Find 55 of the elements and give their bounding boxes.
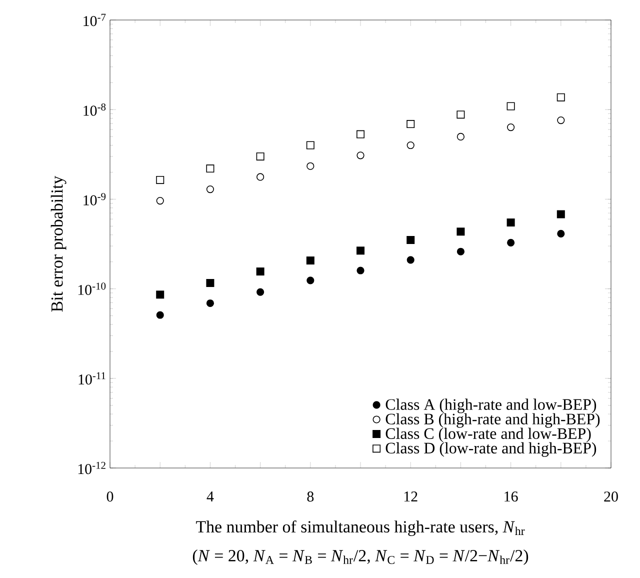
- point: [306, 256, 314, 264]
- point: [557, 230, 565, 238]
- point: [256, 152, 264, 160]
- point: [206, 164, 214, 173]
- x-axis-title: The number of simultaneous high-rate users, N$_{hr}$: [196, 520, 525, 536]
- point: [156, 196, 164, 205]
- point: [156, 290, 164, 299]
- point: [256, 267, 264, 276]
- y-axis-title: Bit error probability: [50, 176, 66, 312]
- point: [507, 238, 515, 246]
- legend-label: Class C (low-rate and low-BEP): [386, 428, 591, 442]
- x-tick-label: 0: [106, 492, 114, 502]
- point: [456, 248, 465, 256]
- y-tick-label: 10$^{-8}$: [84, 103, 106, 116]
- text: (N = 20, N$_{A}$ = N$_{B}$ = N$_{hr}$/2, N$_{C}$ = N$_{D}$ = N/2−N$_{hr}$/2): [192, 550, 528, 565]
- point: [206, 299, 214, 308]
- point: [356, 246, 365, 255]
- point: [456, 132, 465, 141]
- point: [406, 141, 414, 150]
- point: [456, 228, 465, 236]
- point: [557, 116, 565, 124]
- legend-label: Class B (high-rate and high-BEP): [386, 413, 600, 428]
- point: [156, 176, 164, 184]
- legend-label: Class A (high-rate and low-BEP): [386, 398, 596, 414]
- y-tick-label: 10$^{-9}$: [84, 193, 106, 206]
- point: [156, 311, 164, 319]
- legend-label: Class D (low-rate and high-BEP): [386, 442, 596, 457]
- point: [356, 152, 364, 160]
- point: [356, 130, 365, 138]
- point: [256, 288, 264, 296]
- point: [406, 120, 415, 128]
- point: [406, 236, 415, 244]
- point: [256, 173, 264, 181]
- y-tick-label: 10$^{-11}$: [78, 372, 106, 385]
- point: [456, 110, 465, 119]
- point: [406, 256, 414, 264]
- x-tick-label: 8: [307, 492, 314, 502]
- point: [306, 276, 314, 284]
- point: [206, 279, 214, 288]
- point: [556, 93, 565, 102]
- point: [306, 162, 314, 170]
- x-tick-label: 12: [404, 492, 418, 502]
- y-tick-label: 10$^{-7}$: [84, 14, 106, 26]
- x-tick-label: 20: [604, 492, 618, 502]
- point: [356, 266, 364, 274]
- y-tick-label: 10$^{-10}$: [78, 282, 106, 295]
- point: [306, 141, 314, 150]
- point: [556, 210, 565, 218]
- x-tick-label: 16: [504, 492, 518, 502]
- y-tick-label: 10$^{-12}$: [78, 462, 106, 474]
- point: [507, 123, 515, 132]
- x-tick-label: 4: [206, 492, 214, 502]
- point: [506, 102, 515, 110]
- point: [206, 185, 214, 194]
- point: [506, 218, 515, 226]
